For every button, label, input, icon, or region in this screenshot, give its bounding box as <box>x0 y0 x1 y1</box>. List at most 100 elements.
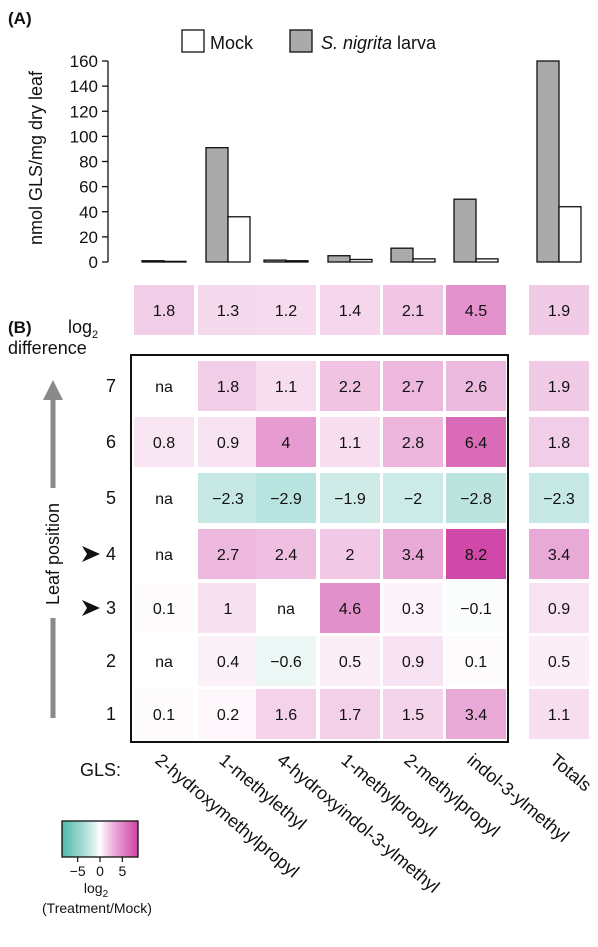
bar-mock <box>412 258 436 263</box>
colorbar-label-log: log2 <box>84 880 109 900</box>
heatmap-cell <box>529 583 589 633</box>
colorbar-tick-label: 0 <box>96 863 104 879</box>
panel-b-letter: (B) <box>8 318 32 337</box>
heatmap-value: 8.2 <box>465 547 487 564</box>
column-label: Totals <box>546 750 595 796</box>
heatmap-cell <box>198 529 258 579</box>
row-marker-arrowhead <box>82 546 100 562</box>
bar-larva <box>536 60 560 263</box>
colorbar-label-log-text: log <box>84 880 103 896</box>
heatmap-value: 0.8 <box>153 435 175 452</box>
heatmap-cell <box>256 689 316 739</box>
heatmap-value: 0.5 <box>339 654 361 671</box>
heatmap-cell <box>134 529 194 579</box>
summary-cell <box>198 285 258 335</box>
heatmap-cell <box>198 473 258 523</box>
heatmap-value: 1.8 <box>548 435 570 452</box>
row-marker-arrowhead <box>82 600 100 616</box>
row-label: 6 <box>106 432 116 452</box>
heatmap-cell <box>256 583 316 633</box>
bar-mock <box>475 258 499 263</box>
leaf-position-axis-label: Leaf position <box>43 503 63 605</box>
heatmap-cell <box>134 583 194 633</box>
colorbar-stripe <box>128 821 131 857</box>
y-tick-label: 20 <box>79 228 98 247</box>
heatmap-cell <box>446 583 506 633</box>
summary-value: 1.8 <box>153 303 175 320</box>
heatmap-cell <box>383 361 443 411</box>
colorbar-stripe <box>78 821 81 857</box>
heatmap-value: −2.8 <box>460 491 492 508</box>
colorbar-stripe <box>114 821 117 857</box>
colorbar-stripe <box>126 821 129 857</box>
bar-mock <box>558 206 582 263</box>
colorbar-stripe <box>90 821 93 857</box>
heatmap-cell <box>134 473 194 523</box>
y-tick-label: 60 <box>79 178 98 197</box>
legend-swatch-mock <box>181 29 205 53</box>
colorbar-stripe <box>118 821 121 857</box>
bar-mock <box>227 216 251 263</box>
colorbar-stripe <box>100 821 103 857</box>
heatmap-value: 6.4 <box>465 435 487 452</box>
summary-cell <box>320 285 380 335</box>
heatmap-value: 0.1 <box>153 601 175 618</box>
heatmap-value: 1.9 <box>548 379 570 396</box>
colorbar-stripe <box>82 821 85 857</box>
heatmap-cell <box>320 417 380 467</box>
heatmap-cell <box>529 529 589 579</box>
heatmap-frame <box>130 354 509 743</box>
heatmap-cell <box>446 689 506 739</box>
heatmap-value: 1.7 <box>339 707 361 724</box>
log2-heading-log: log <box>68 317 92 337</box>
colorbar-stripe <box>130 821 133 857</box>
heatmap-cell <box>446 473 506 523</box>
summary-value: 4.5 <box>465 303 487 320</box>
heatmap-value: 1 <box>224 601 233 618</box>
colorbar-stripe <box>98 821 101 857</box>
colorbar-stripe <box>66 821 69 857</box>
heatmap-cell <box>134 689 194 739</box>
heatmap-cell <box>320 689 380 739</box>
heatmap-value: 1.5 <box>402 707 424 724</box>
colorbar-stripe <box>134 821 137 857</box>
colorbar-label-ratio: (Treatment/Mock) <box>42 900 152 916</box>
heatmap-cell <box>256 636 316 686</box>
heatmap-value: −1.9 <box>334 491 366 508</box>
colorbar-stripe <box>96 821 99 857</box>
heatmap-value: 3.4 <box>465 707 487 724</box>
log2-difference-summary-row: 1.8 1.3 1.2 1.4 2.1 4.5 1.9 <box>134 285 589 335</box>
heatmap-cell <box>446 636 506 686</box>
heatmap-value: −0.1 <box>460 601 492 618</box>
colorbar-stripe <box>110 821 113 857</box>
colorbar-stripe <box>80 821 83 857</box>
leaf-position-arrow <box>43 380 63 488</box>
heatmap-cell <box>198 636 258 686</box>
panel-a-letter: (A) <box>8 9 32 28</box>
colorbar-stripe <box>116 821 119 857</box>
heatmap-value: 2.4 <box>275 547 297 564</box>
heatmap-value: 3.4 <box>402 547 424 564</box>
leaf-position-heatmap: na 1.8 1.1 2.2 2.7 2.6 1.9 7 0.8 0.9 4 1.1 2.8 6.4 1.8… <box>82 354 589 743</box>
colorbar-stripe <box>136 821 139 857</box>
heatmap-value: 2 <box>346 547 355 564</box>
heatmap-cell <box>198 689 258 739</box>
bar-chart-legend: Mock S. nigrita larva <box>181 29 437 53</box>
heatmap-value: 0.1 <box>153 707 175 724</box>
colorbar: −5 0 5 log2(Treatment/Mock) <box>42 820 152 916</box>
heatmap-value: 0.2 <box>217 707 239 724</box>
heatmap-cell <box>383 417 443 467</box>
heatmap-cell <box>134 636 194 686</box>
colorbar-stripe <box>94 821 97 857</box>
colorbar-stripe <box>70 821 73 857</box>
colorbar-stripe <box>64 821 67 857</box>
heatmap-cell <box>383 473 443 523</box>
heatmap-value: 4.6 <box>339 601 361 618</box>
row-label: 3 <box>106 598 116 618</box>
heatmap-cell <box>256 473 316 523</box>
colorbar-stripe <box>84 821 87 857</box>
heatmap-value: 0.9 <box>548 601 570 618</box>
row-label: 4 <box>106 544 116 564</box>
heatmap-cell <box>383 529 443 579</box>
summary-cell <box>256 285 316 335</box>
